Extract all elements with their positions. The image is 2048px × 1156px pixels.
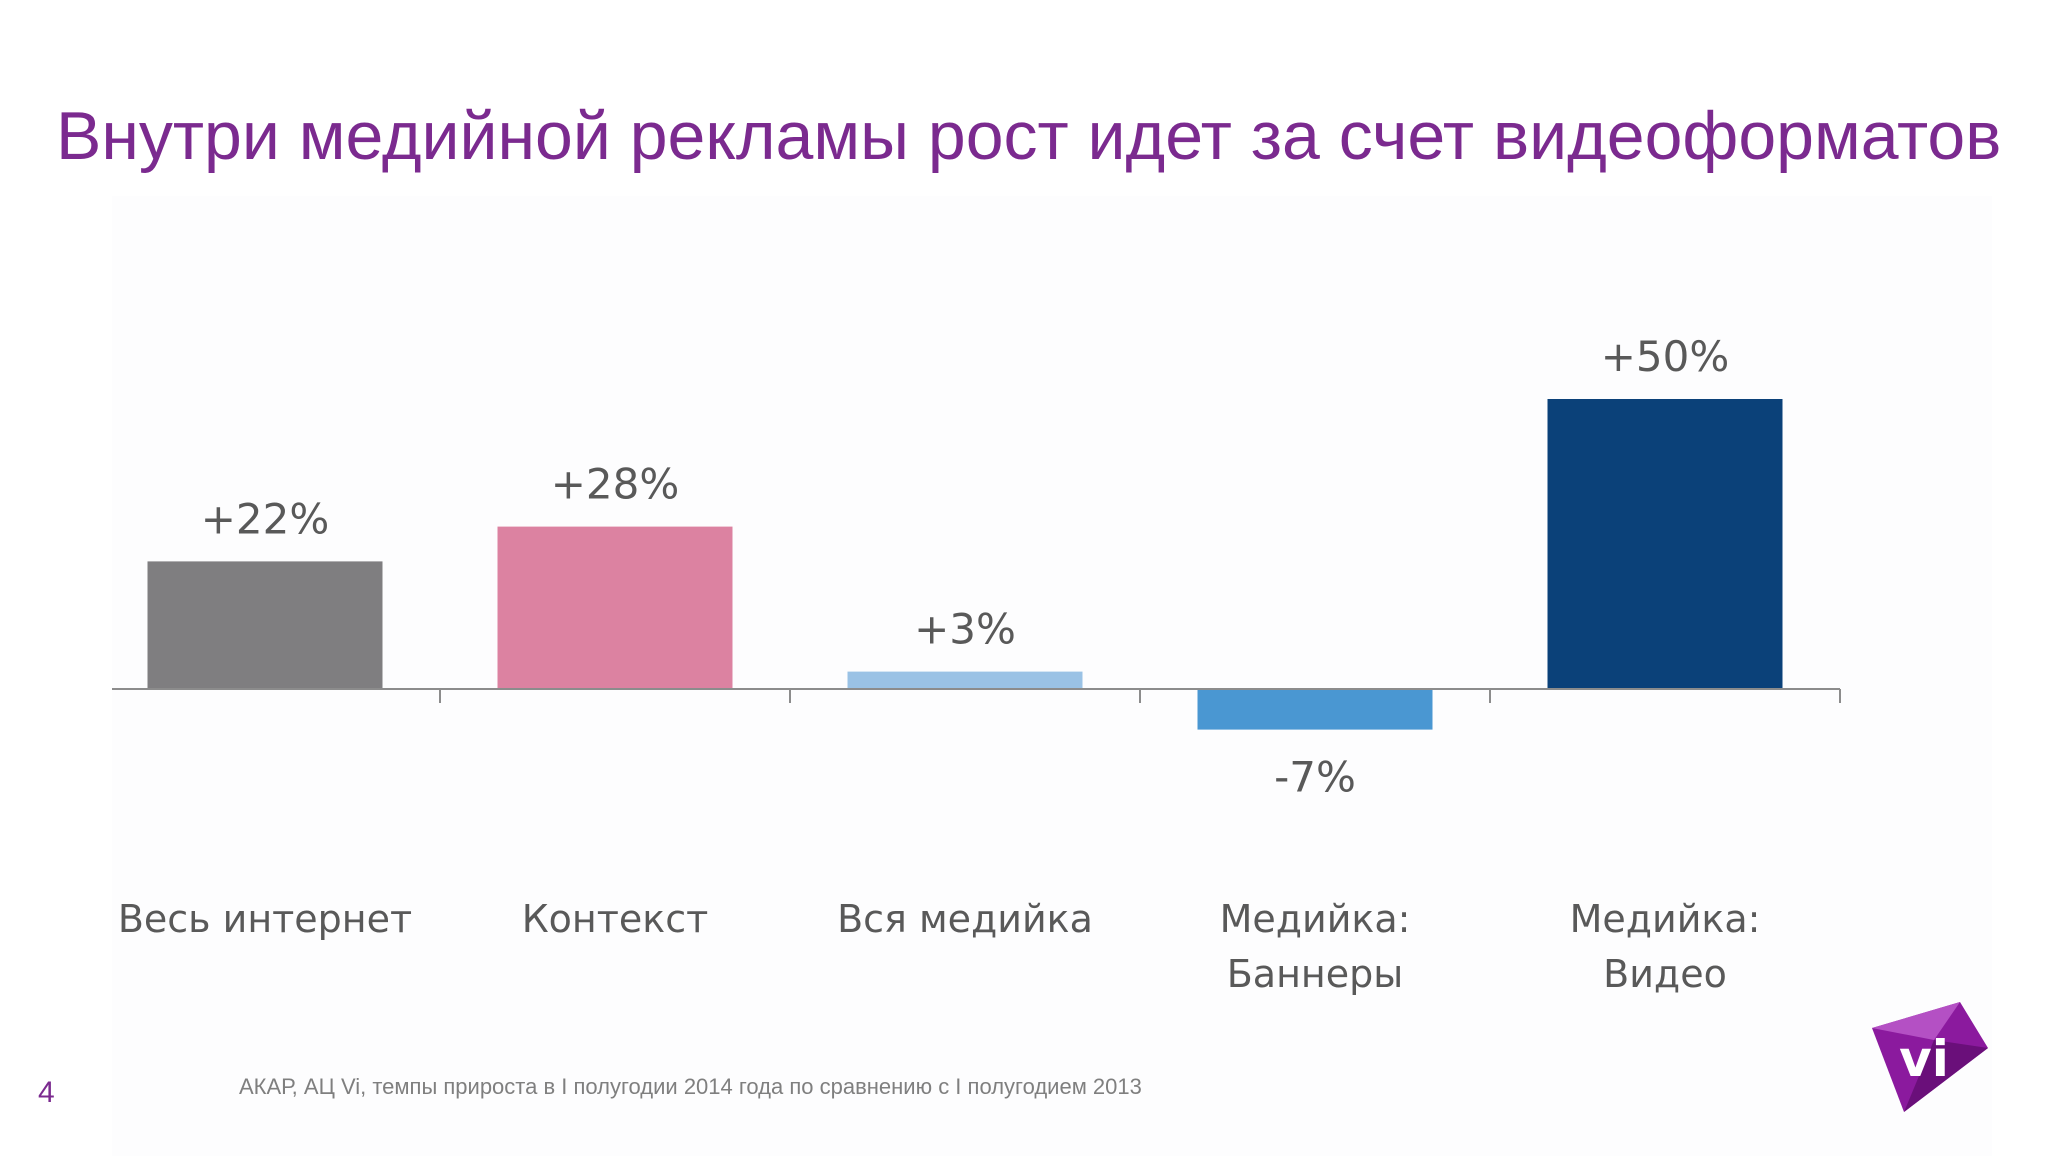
bar-4 [1197,689,1433,730]
slide-title: Внутри медийной рекламы рост идет за сче… [56,98,2002,174]
bar-3 [847,671,1083,689]
vi-logo-icon: vi [1872,1002,1988,1112]
bar-1 [147,561,383,689]
svg-text:vi: vi [1899,1030,1949,1088]
category-label-3: Вся медийка [837,897,1093,941]
source-note: АКАР, АЦ Vi, темпы прироста в I полугоди… [239,1074,1142,1099]
category-label-2: Контекст [521,897,709,941]
chart-svg: +22% +28% +3% -7% +50% [112,332,1841,802]
bar-5 [1547,399,1783,689]
category-label-5: Медийка: Видео [1569,897,1761,996]
category-label-1: Весь интернет [117,897,413,941]
data-label-5: +50% [1601,332,1730,381]
page-number: 4 [38,1076,55,1109]
data-label-4: -7% [1274,753,1356,802]
data-label-1: +22% [201,494,330,543]
bar-chart: +22% +28% +3% -7% +50% [112,196,1992,1156]
bar-2 [497,526,733,689]
category-label-4: Медийка: Баннеры [1219,897,1411,996]
data-label-3: +3% [914,605,1016,654]
data-label-2: +28% [551,460,680,509]
